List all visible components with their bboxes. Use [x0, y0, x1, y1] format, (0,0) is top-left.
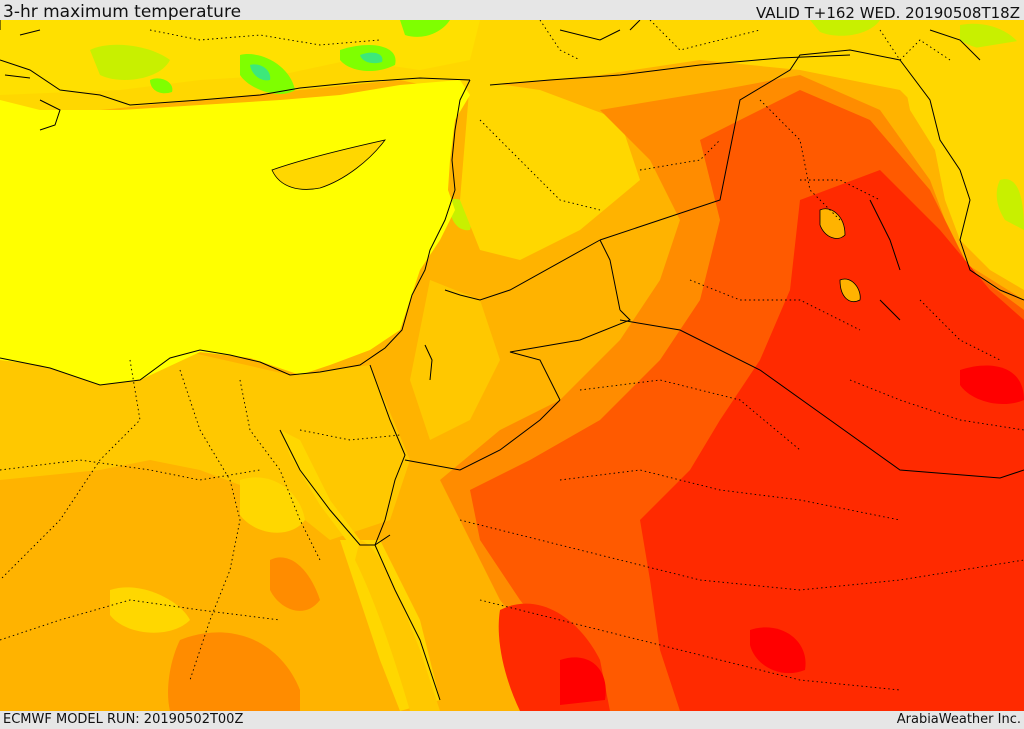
orange-sw — [168, 632, 300, 711]
map-title: 3-hr maximum temperature — [3, 2, 242, 22]
coastlines — [0, 20, 1024, 701]
jordan-gold — [410, 280, 500, 440]
green-patch-3 — [250, 64, 271, 81]
green-patch-7 — [150, 78, 173, 94]
green-patch-1 — [90, 44, 170, 80]
green-patch-5 — [360, 52, 383, 64]
admin-borders — [0, 20, 1024, 691]
orange-sinai-south — [270, 557, 320, 611]
credit: ArabiaWeather Inc. — [896, 712, 1021, 727]
egypt-gold-2 — [110, 587, 190, 633]
footer-bar: ECMWF MODEL RUN: 20190502T00Z ArabiaWeat… — [0, 711, 1024, 729]
lake-razazah — [839, 278, 861, 302]
valid-time: VALID T+162 WED. 20190508T18Z — [755, 4, 1020, 22]
green-patch-8 — [810, 20, 880, 36]
sinai-gold — [240, 477, 305, 533]
red-sea — [355, 540, 440, 711]
cyprus — [271, 139, 386, 190]
egypt-north-gold — [0, 350, 410, 540]
red-zone — [640, 170, 1024, 711]
deep-red-3 — [560, 657, 606, 705]
zagros-green — [996, 179, 1024, 230]
temperature-map — [0, 20, 1024, 711]
green-patch-6 — [400, 20, 450, 37]
model-run: ECMWF MODEL RUN: 20190502T00Z — [3, 712, 244, 727]
header-bar: 3-hr maximum temperature VALID T+162 WED… — [0, 0, 1024, 22]
levant-gold — [460, 80, 640, 260]
gulf-of-suez — [280, 430, 360, 545]
deep-red-1 — [960, 365, 1024, 405]
deep-red-2 — [750, 627, 806, 674]
